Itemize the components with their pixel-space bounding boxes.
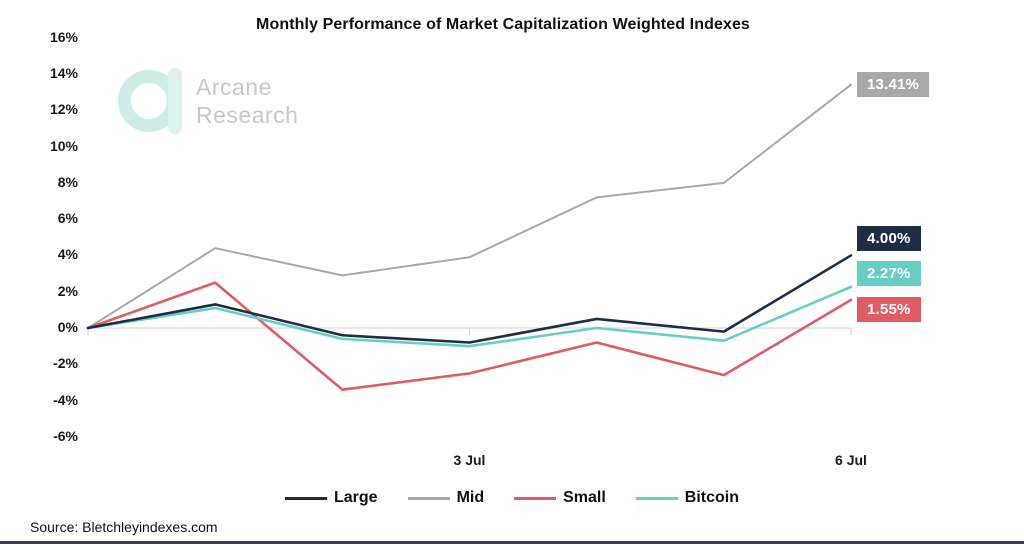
y-tick-label: 16% (49, 28, 78, 45)
y-tick-label: 0% (57, 319, 78, 335)
y-tick-label: -6% (53, 427, 78, 444)
y-tick-label: 14% (49, 64, 78, 81)
series-line-small (86, 281, 853, 391)
logo-word-arcane: Arcane (196, 74, 272, 100)
source-text: Source: Bletchleyindexes.com (30, 519, 218, 535)
y-tick-label: -2% (53, 355, 78, 372)
arcane-research-logo: Arcane Research (118, 68, 298, 134)
legend-item-bitcoin: Bitcoin (635, 489, 740, 507)
legend-label-mid: Mid (456, 489, 485, 506)
y-tick-label: 6% (57, 210, 78, 227)
end-value-label-mid: 13.41% (857, 72, 930, 97)
end-value-label-small: 1.55% (857, 297, 921, 322)
logo-wordmark: Arcane Research (196, 73, 298, 129)
series-line-mid (87, 83, 852, 329)
x-tick-label: 6 Jul (835, 452, 867, 468)
legend-item-small: Small (514, 489, 606, 507)
legend-label-large: Large (333, 489, 378, 506)
legend-swatch-large (284, 496, 327, 500)
series-line-bitcoin (86, 285, 853, 348)
chart-title: Monthly Performance of Market Capitaliza… (256, 16, 750, 33)
logo-word-research: Research (196, 102, 299, 128)
legend-swatch-small (514, 496, 557, 500)
legend-swatch-mid (407, 496, 450, 500)
y-tick-label: 2% (57, 282, 78, 299)
y-tick-label: 4% (57, 246, 78, 263)
y-tick-label: 8% (57, 173, 78, 190)
legend-swatch-bitcoin (635, 496, 678, 500)
y-tick-label: -4% (53, 391, 78, 408)
legend-label-small: Small (563, 489, 606, 506)
y-tick-label: 10% (49, 137, 78, 154)
y-tick-label: 12% (49, 101, 78, 118)
legend-label-bitcoin: Bitcoin (684, 489, 740, 506)
x-tick-label: 3 Jul (453, 452, 486, 468)
legend: Large Mid Small Bitcoin (0, 489, 1024, 507)
arcane-logo-icon (118, 68, 184, 134)
legend-item-large: Large (284, 489, 378, 507)
end-value-label-bitcoin: 2.27% (857, 261, 921, 286)
end-value-label-large: 4.00% (857, 226, 921, 251)
legend-item-mid: Mid (407, 489, 485, 507)
series-line-large (86, 254, 853, 344)
logo-stem-shape (168, 68, 182, 134)
